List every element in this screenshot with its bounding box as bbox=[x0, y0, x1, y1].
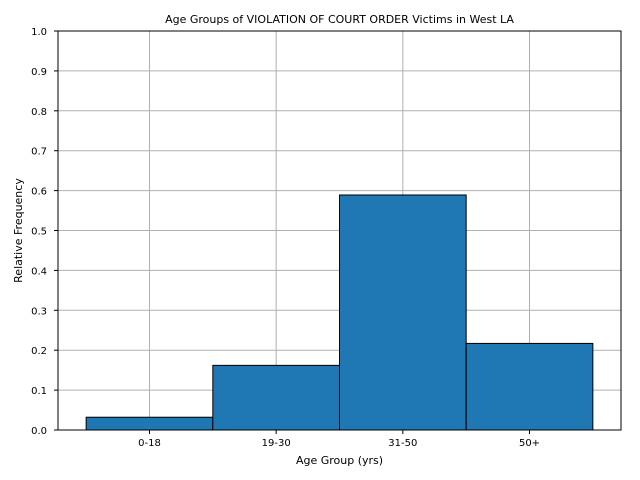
x-axis-ticks: 0-18 19-30 31-50 50+ bbox=[138, 430, 540, 449]
bar-0-18 bbox=[85, 416, 214, 431]
x-axis-label: Age Group (yrs) bbox=[296, 454, 383, 467]
y-tick-label: 0.0 bbox=[31, 426, 47, 437]
y-tick-label: 1.0 bbox=[31, 27, 47, 38]
bar-50+ bbox=[465, 342, 594, 431]
x-tick-label: 0-18 bbox=[138, 438, 161, 449]
x-tick-label: 31-50 bbox=[388, 438, 417, 449]
y-tick-label: 0.8 bbox=[31, 107, 47, 118]
y-tick-label: 0.5 bbox=[31, 227, 47, 238]
y-axis-label: Relative Frequency bbox=[12, 178, 25, 283]
y-tick-label: 0.3 bbox=[31, 306, 47, 317]
chart-title: Age Groups of VIOLATION OF COURT ORDER V… bbox=[165, 13, 514, 26]
y-axis-ticks: 0.0 0.1 0.2 0.3 0.4 0.5 0.6 0.7 0.8 0.9 1.0 bbox=[31, 27, 58, 437]
bar-19-30 bbox=[212, 364, 340, 431]
y-tick-label: 0.6 bbox=[31, 187, 47, 198]
y-tick-label: 0.9 bbox=[31, 67, 47, 78]
y-tick-label: 0.2 bbox=[31, 346, 47, 357]
bars bbox=[85, 194, 594, 431]
x-tick-label: 19-30 bbox=[262, 438, 291, 449]
y-tick-label: 0.1 bbox=[31, 386, 47, 397]
bar-31-50 bbox=[339, 194, 467, 431]
x-tick-label: 50+ bbox=[519, 438, 540, 449]
y-tick-label: 0.7 bbox=[31, 147, 47, 158]
y-tick-label: 0.4 bbox=[31, 266, 47, 277]
